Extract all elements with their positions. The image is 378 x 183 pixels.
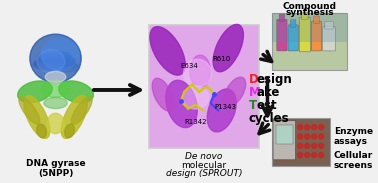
Text: DNA gyrase
(5NPP): DNA gyrase (5NPP) xyxy=(26,159,85,178)
FancyBboxPatch shape xyxy=(276,125,293,144)
Ellipse shape xyxy=(40,51,73,62)
Ellipse shape xyxy=(319,134,324,139)
Text: Cellular: Cellular xyxy=(334,151,373,160)
Ellipse shape xyxy=(18,81,52,103)
Ellipse shape xyxy=(37,124,46,138)
Ellipse shape xyxy=(150,27,185,75)
FancyBboxPatch shape xyxy=(299,17,310,52)
Ellipse shape xyxy=(42,38,79,71)
Text: E634: E634 xyxy=(181,63,198,69)
Ellipse shape xyxy=(71,97,92,124)
Text: R1342: R1342 xyxy=(184,119,207,125)
Ellipse shape xyxy=(39,52,73,64)
Ellipse shape xyxy=(61,96,87,138)
Ellipse shape xyxy=(39,55,77,66)
FancyBboxPatch shape xyxy=(311,21,322,51)
Ellipse shape xyxy=(311,125,317,130)
Ellipse shape xyxy=(224,77,246,107)
Ellipse shape xyxy=(183,59,211,87)
Ellipse shape xyxy=(35,58,77,69)
Ellipse shape xyxy=(297,143,303,148)
Text: cycles: cycles xyxy=(249,112,290,125)
FancyBboxPatch shape xyxy=(302,12,308,20)
Text: screens: screens xyxy=(334,161,373,170)
Ellipse shape xyxy=(311,134,317,139)
Ellipse shape xyxy=(166,80,197,128)
Text: De novo: De novo xyxy=(185,152,223,161)
FancyBboxPatch shape xyxy=(272,13,347,42)
FancyBboxPatch shape xyxy=(279,14,285,22)
Ellipse shape xyxy=(30,34,81,83)
Ellipse shape xyxy=(297,134,303,139)
Ellipse shape xyxy=(45,71,66,83)
Ellipse shape xyxy=(319,125,324,130)
Ellipse shape xyxy=(213,24,243,72)
Ellipse shape xyxy=(44,97,67,109)
Text: D: D xyxy=(249,73,259,86)
Text: assays: assays xyxy=(334,137,368,145)
Text: T: T xyxy=(249,99,257,112)
Ellipse shape xyxy=(34,59,78,70)
Text: M: M xyxy=(249,86,260,99)
Ellipse shape xyxy=(47,113,64,134)
Ellipse shape xyxy=(305,153,310,158)
FancyBboxPatch shape xyxy=(149,25,259,148)
Ellipse shape xyxy=(319,153,324,158)
Ellipse shape xyxy=(297,153,303,158)
FancyBboxPatch shape xyxy=(290,20,296,27)
Ellipse shape xyxy=(297,125,303,130)
Text: esign: esign xyxy=(256,73,292,86)
Text: synthesis: synthesis xyxy=(285,8,334,17)
Ellipse shape xyxy=(183,86,209,109)
Ellipse shape xyxy=(152,78,174,111)
Ellipse shape xyxy=(19,97,40,124)
Ellipse shape xyxy=(190,55,211,88)
FancyBboxPatch shape xyxy=(272,13,347,70)
Ellipse shape xyxy=(305,143,310,148)
Ellipse shape xyxy=(311,143,317,148)
Text: design (SPROUT): design (SPROUT) xyxy=(166,169,242,178)
Ellipse shape xyxy=(305,134,310,139)
Ellipse shape xyxy=(319,143,324,148)
Ellipse shape xyxy=(59,81,93,103)
FancyBboxPatch shape xyxy=(288,25,298,51)
Text: P1343: P1343 xyxy=(214,104,236,110)
Ellipse shape xyxy=(40,54,76,65)
Ellipse shape xyxy=(207,89,236,132)
Ellipse shape xyxy=(33,61,79,72)
Text: molecular: molecular xyxy=(181,161,226,170)
FancyBboxPatch shape xyxy=(322,27,336,51)
Text: R610: R610 xyxy=(212,56,231,62)
Text: Enzyme: Enzyme xyxy=(334,127,373,136)
Text: ake: ake xyxy=(256,86,280,99)
Ellipse shape xyxy=(24,96,50,138)
FancyBboxPatch shape xyxy=(325,22,333,29)
Text: Compound: Compound xyxy=(282,2,336,11)
FancyBboxPatch shape xyxy=(277,19,287,51)
FancyBboxPatch shape xyxy=(272,118,330,166)
FancyBboxPatch shape xyxy=(314,16,319,23)
Ellipse shape xyxy=(38,56,78,68)
Ellipse shape xyxy=(37,49,65,73)
Ellipse shape xyxy=(42,81,70,97)
FancyBboxPatch shape xyxy=(273,121,296,160)
Text: est: est xyxy=(256,99,277,112)
Ellipse shape xyxy=(305,125,310,130)
Ellipse shape xyxy=(311,153,317,158)
Ellipse shape xyxy=(65,124,74,138)
